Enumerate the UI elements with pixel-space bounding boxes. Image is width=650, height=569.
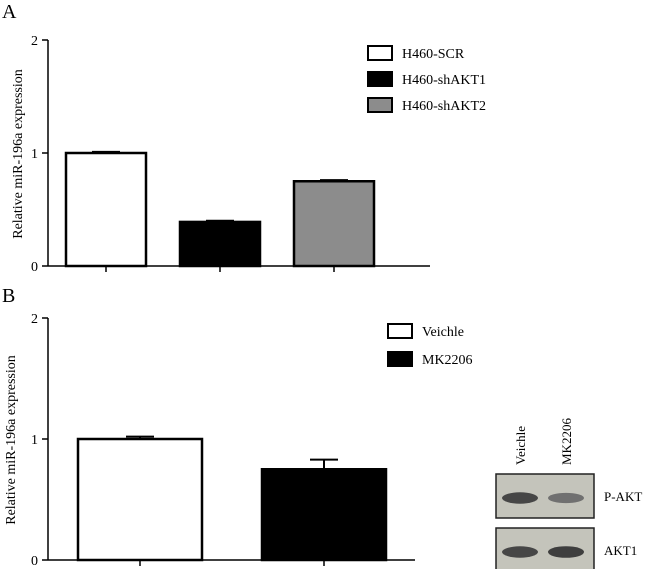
legend-swatch-h460-shakt1 [367, 71, 393, 87]
legend-b: Veichle MK2206 [387, 323, 473, 368]
blot-lane-label-mk2206: MK2206 [559, 418, 574, 465]
blot-band-p-akt-mk2206 [548, 492, 584, 504]
y-tick-label-a-0: 0 [31, 260, 38, 275]
panel-label-b: B [2, 285, 15, 307]
y-tick-label-b-1: 1 [31, 433, 38, 448]
legend-label-mk2206: MK2206 [422, 353, 473, 368]
bar-mk2206 [260, 468, 388, 562]
blot-lane-label-veichle: Veichle [513, 426, 528, 465]
blot-band-akt1-mk2206 [548, 546, 584, 558]
chart-panel-b: B Relative miR-196a expression 0 1 2 Veich… [2, 285, 473, 569]
bar-h460-shakt1 [178, 220, 262, 268]
bar-veichle [76, 437, 204, 562]
blot-row-label-p-akt: P-AKT [604, 489, 642, 504]
y-axis-title-a: Relative miR-196a expression [11, 69, 26, 239]
bar-h460-shakt2 [292, 180, 376, 268]
y-ticks-a: 0 1 2 [31, 34, 48, 275]
y-axis-title-b: Relative miR-196a expression [4, 355, 19, 525]
legend-label-h460-scr: H460-SCR [402, 47, 465, 62]
panel-label-a: A [2, 1, 17, 23]
legend-a: H460-SCR H460-shAKT1 H460-shAKT2 [367, 45, 486, 114]
western-blot: Veichle MK2206 P-AKT AKT1 [495, 418, 642, 569]
blot-band-akt1-veichle [502, 546, 538, 558]
legend-label-veichle: Veichle [422, 325, 464, 340]
legend-swatch-h460-shakt2 [367, 97, 393, 113]
chart-panel-a: A Relative miR-196a expression 0 1 2 H460-… [2, 1, 486, 275]
y-tick-label-a-2: 2 [31, 34, 38, 49]
legend-swatch-h460-scr [367, 45, 393, 61]
blot-band-p-akt-veichle [502, 492, 538, 504]
blot-row-label-akt1: AKT1 [604, 543, 637, 558]
y-tick-label-a-1: 1 [31, 147, 38, 162]
legend-label-h460-shakt2: H460-shAKT2 [402, 99, 486, 114]
legend-swatch-veichle [387, 323, 413, 339]
y-tick-label-b-2: 2 [31, 312, 38, 327]
bar-h460-scr [64, 151, 148, 268]
y-ticks-b: 0 1 2 [31, 312, 48, 569]
bars-b [76, 435, 388, 566]
legend-swatch-mk2206 [387, 351, 413, 367]
bars-a [64, 150, 376, 272]
legend-label-h460-shakt1: H460-shAKT1 [402, 73, 486, 88]
y-tick-label-b-0: 0 [31, 554, 38, 569]
